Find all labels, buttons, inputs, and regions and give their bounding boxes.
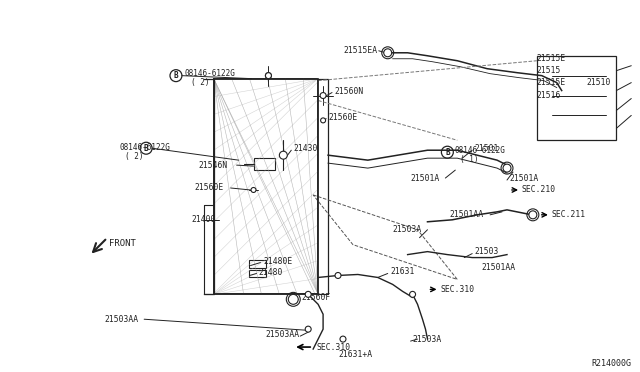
Text: R214000G: R214000G	[591, 359, 632, 368]
Text: B: B	[173, 71, 179, 80]
Text: 21503A: 21503A	[393, 225, 422, 234]
Bar	[248, 269, 266, 278]
Circle shape	[503, 164, 511, 172]
Bar	[248, 260, 266, 267]
Text: FRONT: FRONT	[109, 239, 136, 248]
Circle shape	[305, 291, 311, 297]
Circle shape	[320, 93, 326, 99]
Text: 21501AA: 21501AA	[449, 210, 483, 219]
Circle shape	[529, 211, 537, 219]
Text: 21480: 21480	[259, 268, 283, 277]
Bar	[253, 158, 275, 170]
Circle shape	[384, 49, 392, 57]
Text: ( 1): ( 1)	[460, 155, 479, 164]
Circle shape	[335, 273, 341, 279]
Text: SEC.310: SEC.310	[316, 343, 350, 352]
Text: 21503A: 21503A	[413, 334, 442, 344]
Text: 21515EA: 21515EA	[343, 46, 377, 55]
Text: 21503AA: 21503AA	[266, 330, 300, 339]
Text: 21560E: 21560E	[328, 113, 357, 122]
Text: 21515: 21515	[537, 66, 561, 75]
Text: SEC.211: SEC.211	[552, 210, 586, 219]
Bar	[537, 56, 616, 140]
Text: B: B	[445, 148, 450, 157]
Circle shape	[279, 151, 287, 159]
Text: 21501: 21501	[474, 144, 499, 153]
Text: 21430: 21430	[293, 144, 317, 153]
Circle shape	[251, 187, 256, 192]
Circle shape	[266, 73, 271, 78]
Text: 21631: 21631	[390, 267, 415, 276]
Text: 21510: 21510	[586, 78, 611, 87]
Circle shape	[305, 326, 311, 332]
Text: 08146-6122G: 08146-6122G	[119, 143, 170, 152]
Text: 21631+A: 21631+A	[338, 350, 372, 359]
Text: 21560F: 21560F	[301, 293, 330, 302]
Circle shape	[288, 294, 298, 304]
Circle shape	[410, 291, 415, 297]
Text: 21400: 21400	[192, 215, 216, 224]
Circle shape	[266, 73, 271, 78]
Text: ( 2): ( 2)	[125, 152, 144, 161]
Text: 21503: 21503	[474, 247, 499, 256]
Text: 21515E: 21515E	[537, 78, 566, 87]
Text: 21515E: 21515E	[537, 54, 566, 63]
Text: SEC.210: SEC.210	[522, 186, 556, 195]
Text: 21501A: 21501A	[509, 174, 538, 183]
Text: 08146-6122G: 08146-6122G	[454, 146, 505, 155]
Text: 21501AA: 21501AA	[481, 263, 515, 272]
Circle shape	[340, 336, 346, 342]
Circle shape	[321, 118, 326, 123]
Text: 21516: 21516	[537, 91, 561, 100]
Text: 21480E: 21480E	[264, 257, 292, 266]
Text: ( 2): ( 2)	[191, 78, 209, 87]
Text: 21560E: 21560E	[195, 183, 224, 192]
Text: 21560N: 21560N	[334, 87, 364, 96]
Text: B: B	[144, 144, 148, 153]
Text: 21546N: 21546N	[199, 161, 228, 170]
Text: 21503AA: 21503AA	[104, 315, 138, 324]
Text: SEC.310: SEC.310	[440, 285, 474, 294]
Text: 21501A: 21501A	[411, 174, 440, 183]
Text: 08146-6122G: 08146-6122G	[185, 69, 236, 78]
